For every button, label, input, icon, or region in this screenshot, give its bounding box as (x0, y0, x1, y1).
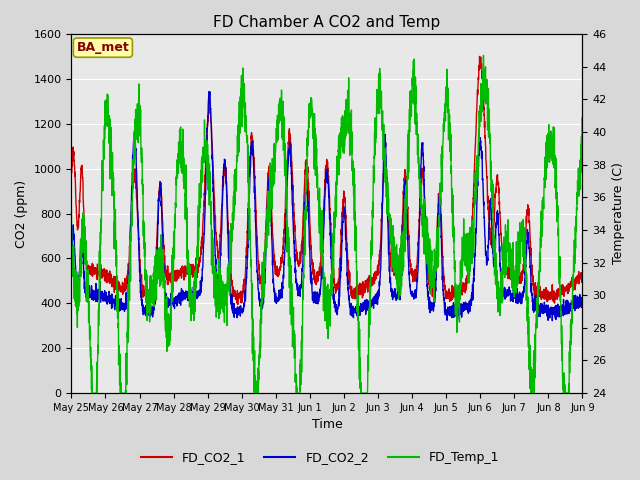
Y-axis label: Temperature (C): Temperature (C) (612, 163, 625, 264)
Legend: FD_CO2_1, FD_CO2_2, FD_Temp_1: FD_CO2_1, FD_CO2_2, FD_Temp_1 (136, 446, 504, 469)
Title: FD Chamber A CO2 and Temp: FD Chamber A CO2 and Temp (213, 15, 440, 30)
Text: BA_met: BA_met (77, 41, 129, 54)
X-axis label: Time: Time (312, 419, 342, 432)
Y-axis label: CO2 (ppm): CO2 (ppm) (15, 180, 28, 248)
